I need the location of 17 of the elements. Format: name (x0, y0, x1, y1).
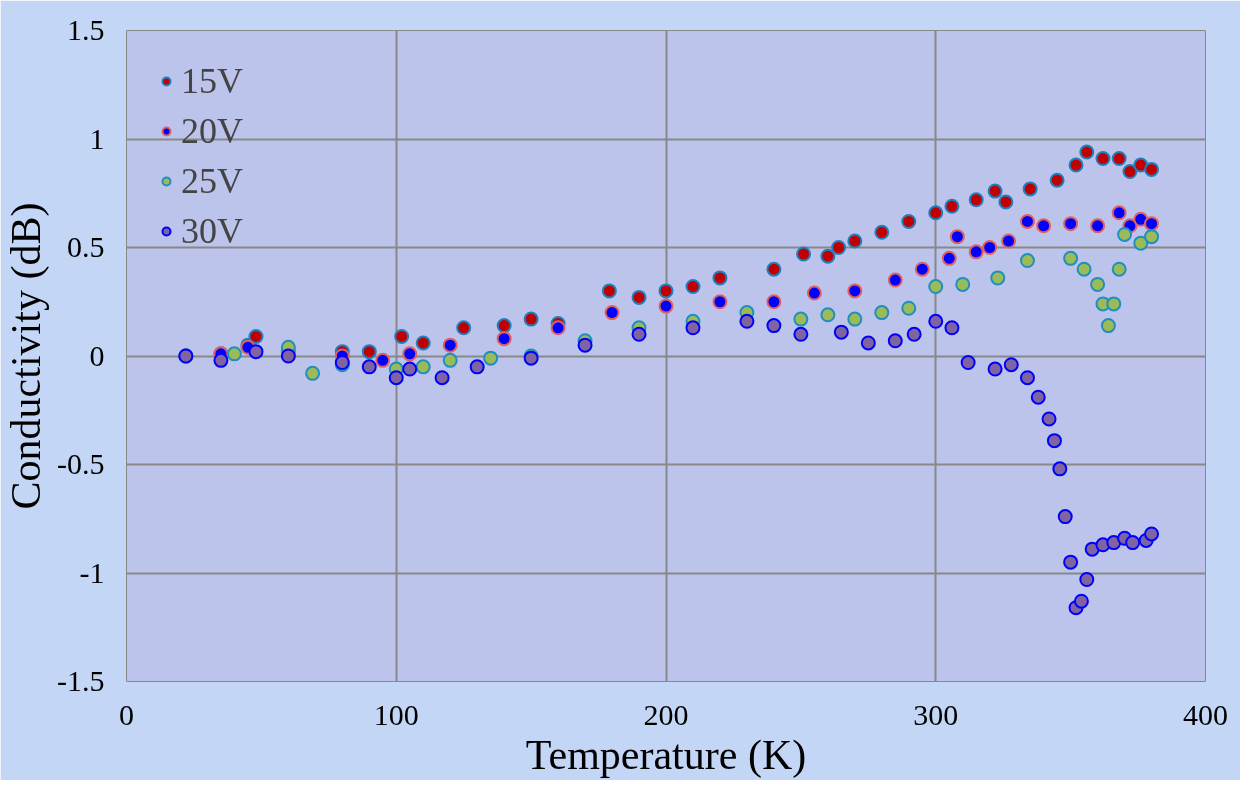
y-axis-title: Conductivity (dB) (3, 202, 51, 510)
x-tick-label: 300 (913, 697, 959, 731)
x-tick-label: 400 (1183, 697, 1228, 731)
y-tick-label: -1.5 (57, 664, 105, 697)
legend-label: 25V (181, 160, 243, 202)
legend-label: 30V (181, 210, 243, 252)
y-tick-label: 0.5 (67, 230, 105, 263)
y-tick-label: -1 (79, 555, 105, 589)
x-tick-label: 200 (643, 697, 689, 731)
y-tick-label: 1.5 (67, 13, 105, 46)
x-tick-label: 100 (373, 697, 419, 731)
x-tick-label: 0 (119, 697, 134, 731)
y-tick-label: 0 (89, 338, 105, 372)
y-tick-label: 1 (89, 121, 105, 155)
y-tick-label: -0.5 (57, 447, 105, 480)
x-axis-title: Temperature (K) (525, 731, 807, 779)
legend-label: 15V (181, 60, 243, 102)
